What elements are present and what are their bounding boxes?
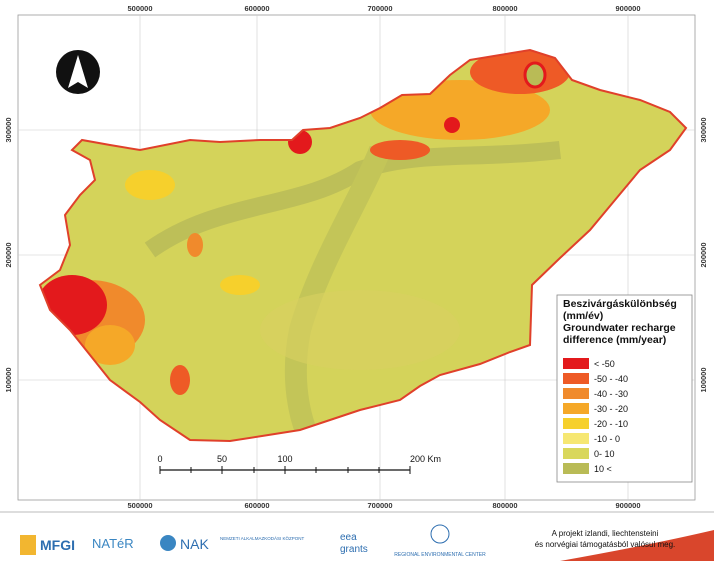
- legend-swatch: [563, 388, 589, 399]
- legend-swatch: [563, 373, 589, 384]
- mfgi-icon: [20, 535, 36, 555]
- scale-label: 100: [277, 454, 292, 464]
- patch: [523, 61, 547, 89]
- logo-text: REGIONAL ENVIRONMENTAL CENTER: [394, 552, 486, 558]
- legend-swatch: [563, 463, 589, 474]
- legend-label: -40 - -30: [594, 389, 628, 399]
- legend-swatch: [563, 418, 589, 429]
- logo-text: NAK: [180, 536, 209, 552]
- x-coord-label: 700000: [367, 4, 392, 13]
- map: 500000 500000 600000 600000 700000 700000 8000…: [4, 4, 708, 510]
- patch: [187, 233, 203, 257]
- legend-title: Beszivárgáskülönbség: [563, 298, 677, 310]
- logo-text: NEMZETI ALKALMAZKODÁSI KÖZPONT: [220, 535, 305, 541]
- y-coord-label: 300000: [4, 117, 13, 142]
- scale-bar: 0 50 100 200 Km: [157, 454, 441, 474]
- logo-text: NATéR: [92, 536, 134, 551]
- legend-label: -20 - -10: [594, 419, 628, 429]
- x-coord-label: 500000: [127, 501, 152, 510]
- legend-label: 0- 10: [594, 449, 615, 459]
- patch: [125, 170, 175, 200]
- legend-swatch: [563, 448, 589, 459]
- patch: [85, 325, 135, 365]
- legend-title: difference (mm/year): [563, 334, 666, 346]
- patch: [370, 140, 430, 160]
- x-coord-label: 600000: [244, 501, 269, 510]
- legend-title: Groundwater recharge: [563, 322, 676, 334]
- note: A projekt izlandi, liechtensteini: [552, 529, 659, 538]
- x-coord-label: 800000: [492, 4, 517, 13]
- x-coord-label: 600000: [244, 4, 269, 13]
- logo-text: MFGI: [40, 537, 75, 553]
- patch: [470, 50, 570, 94]
- legend-swatch: [563, 433, 589, 444]
- nak-icon: [160, 535, 176, 551]
- note: és norvégiai támogatásból valósul meg.: [535, 540, 676, 549]
- legend-swatch: [563, 358, 589, 369]
- footer: MFGI NATéR NAK NEMZETI ALKALMAZKODÁSI KÖ…: [0, 511, 714, 561]
- legend-label: -30 - -20: [594, 404, 628, 414]
- y-coord-label: 100000: [699, 367, 708, 392]
- y-coord-label: 300000: [699, 117, 708, 142]
- x-coord-label: 900000: [615, 501, 640, 510]
- x-coord-label: 900000: [615, 4, 640, 13]
- legend-swatch: [563, 403, 589, 414]
- x-coord-label: 500000: [127, 4, 152, 13]
- patch: [444, 117, 460, 133]
- legend: Beszivárgáskülönbség(mm/év)Groundwater r…: [556, 294, 693, 483]
- logo-text: grants: [340, 544, 368, 555]
- x-coord-label: 700000: [367, 501, 392, 510]
- legend-title: (mm/év): [563, 310, 603, 322]
- patch: [260, 290, 460, 370]
- patch: [220, 275, 260, 295]
- legend-label: -10 - 0: [594, 434, 620, 444]
- y-coord-label: 100000: [4, 367, 13, 392]
- x-coord-label: 800000: [492, 501, 517, 510]
- patch: [170, 365, 190, 395]
- legend-label: -50 - -40: [594, 374, 628, 384]
- legend-label: 10 <: [594, 464, 612, 474]
- legend-label: < -50: [594, 359, 615, 369]
- scale-label: 200 Km: [410, 454, 441, 464]
- y-coord-label: 200000: [699, 242, 708, 267]
- y-coord-label: 200000: [4, 242, 13, 267]
- scale-label: 0: [157, 454, 162, 464]
- north-arrow-head: [68, 55, 88, 88]
- scale-label: 50: [217, 454, 227, 464]
- logo-text: eea: [340, 532, 357, 543]
- footer-swoosh: [560, 530, 714, 561]
- rec-icon: [430, 524, 450, 544]
